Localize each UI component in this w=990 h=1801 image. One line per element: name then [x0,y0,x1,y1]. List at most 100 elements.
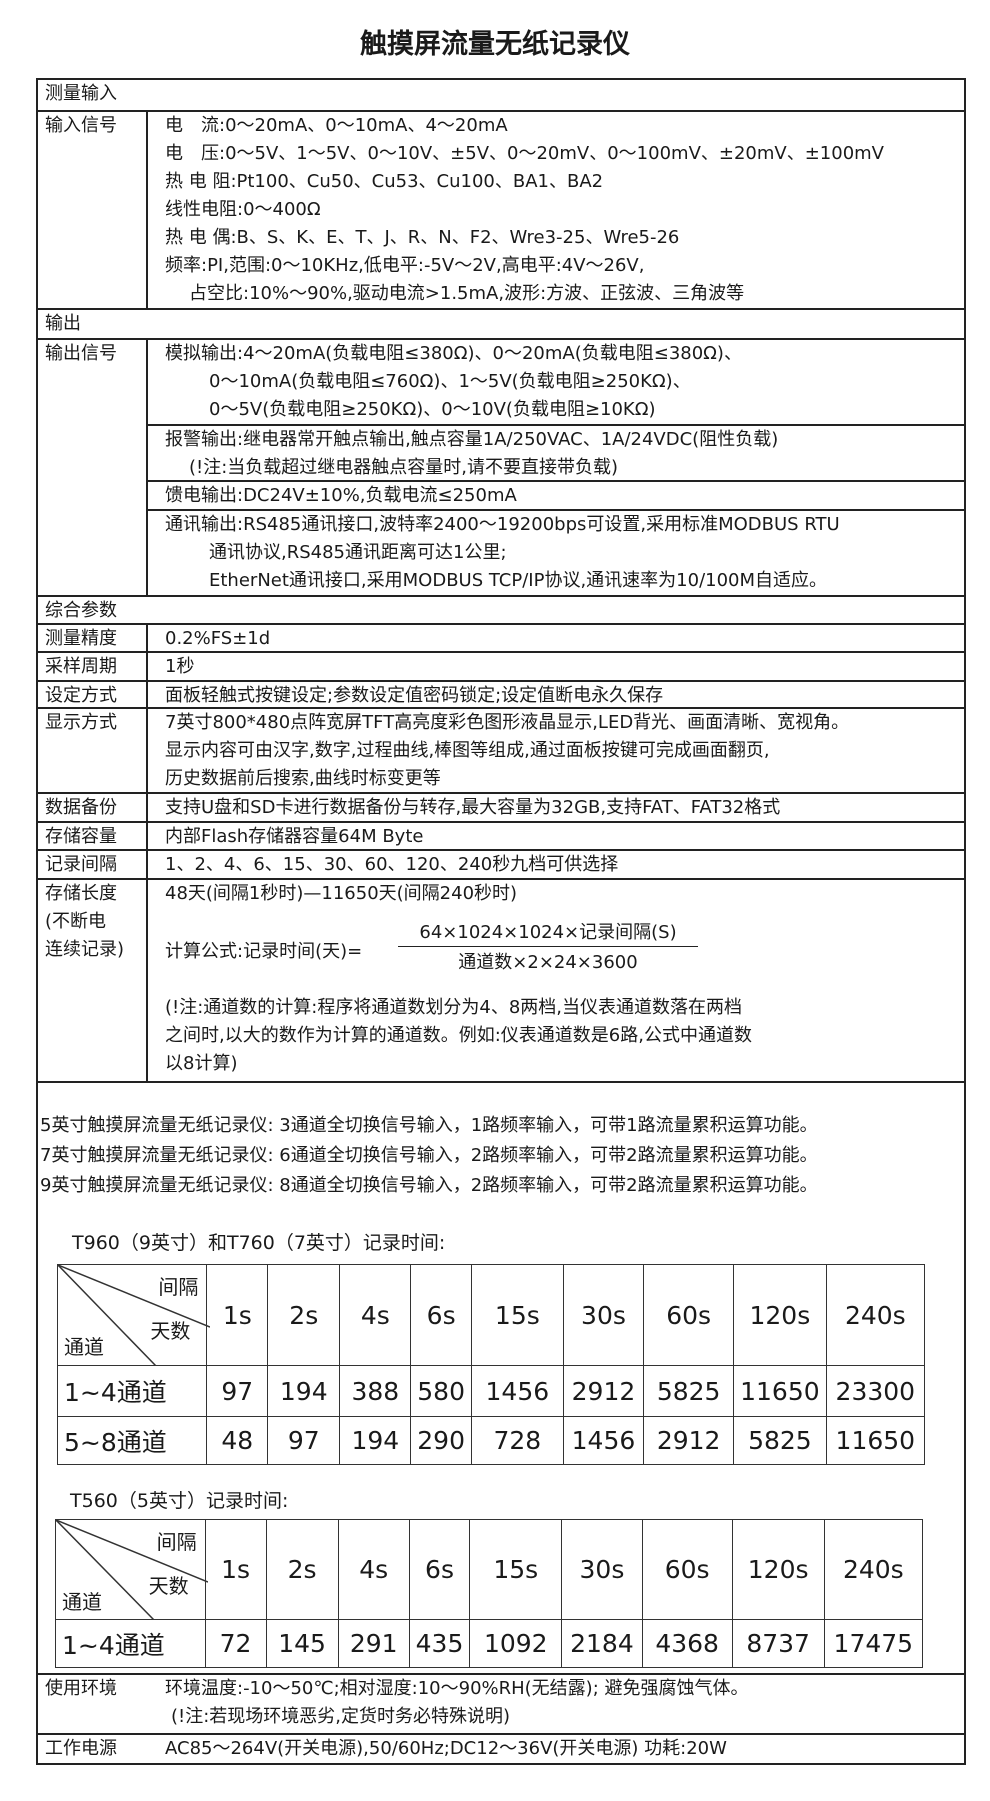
days-cell: 194 [267,1365,341,1417]
text-line: 显示内容可由汉字,数字,过程曲线,棒图等组成,通过面板按键可完成画面翻页, [165,740,770,761]
days-cell: 290 [410,1416,472,1465]
record-time-table-t960-t760: 间隔 天数 通道 1s 2s 4s 6s 15s 30s 60s 120s 24… [56,1264,926,1465]
interval-header: 4s [339,1264,412,1366]
row-label: 测量精度 [38,625,148,651]
days-cell: 97 [267,1416,341,1465]
interval-header: 2s [267,1264,341,1366]
interval-header: 4s [337,1519,410,1620]
row-input-signal: 输入信号 电 流:0～20mA、0～10mA、4～20mA 电 压:0～5V、1… [38,112,964,310]
page-title: 触摸屏流量无纸记录仪 [360,29,630,60]
row-content: 支持U盘和SD卡进行数据备份与转存,最大容量为32GB,支持FAT、FAT32格… [165,797,781,818]
row-label: 存储长度 (不断电 连续记录) [38,880,148,1081]
days-cell: 2184 [561,1619,643,1668]
row-capacity: 存储容量 内部Flash存储器容量64M Byte [38,823,964,851]
storage-range: 48天(间隔1秒时)—11650天(间隔240秒时) [165,883,518,904]
days-cell: 8737 [731,1619,825,1668]
days-cell: 728 [470,1416,564,1465]
section-output-header: 输出 [38,310,964,340]
text-line: 模拟输出:4～20mA(负载电阻≤380Ω)、0～20mA(负载电阻≤380Ω)… [165,343,742,364]
interval-header: 60s [643,1264,735,1366]
row-interval: 记录间隔 1、2、4、6、15、30、60、120、240秒九档可供选择 [38,851,964,880]
corner-cell: 间隔 天数 通道 [56,1264,210,1366]
row-content: AC85～264V(开关电源),50/60Hz;DC12～36V(开关电源) 功… [165,1738,727,1759]
table1-caption: T960（9英寸）和T760（7英寸）记录时间: [72,1232,446,1254]
days-cell: 1092 [469,1619,563,1668]
row-label: 输出信号 [38,340,148,595]
row-content: 面板轻触式按键设定;参数设定值密码锁定;设定值断电永久保存 [165,685,664,706]
spec-sheet: 测量输入 输入信号 电 流:0～20mA、0～10mA、4～20mA 电 压:0… [36,78,966,1765]
row-accuracy: 测量精度 0.2%FS±1d [38,625,964,653]
table-header-row: 间隔 天数 通道 1s 2s 4s 6s 15s 30s 60s 120s 24… [55,1519,924,1620]
text-line: EtherNet通讯接口,采用MODBUS TCP/IP协议,通讯速率为10/1… [209,570,828,591]
row-label: 设定方式 [38,682,148,707]
row-setting: 设定方式 面板轻触式按键设定;参数设定值密码锁定;设定值断电永久保存 [38,682,964,709]
text-line: 热 电 阻:Pt100、Cu50、Cu53、Cu100、BA1、BA2 [165,171,604,192]
days-cell: 11650 [733,1365,827,1417]
interval-header: 2s [265,1519,339,1620]
row-sampling: 采样周期 1秒 [38,653,964,682]
text-line: 占空比:10%～90%,驱动电流>1.5mA,波形:方波、正弦波、三角波等 [189,283,745,304]
text-line: 0～10mA(负载电阻≤760Ω)、1～5V(负载电阻≥250KΩ)、 [209,371,691,392]
channel-cell: 1~4通道 [56,1365,208,1417]
row-content: 0.2%FS±1d [165,628,271,649]
row-label: 工作电源 [45,1738,117,1759]
row-label: 数据备份 [38,794,148,821]
corner-interval: 间隔 [156,1530,197,1554]
text-line: 0～5V(负载电阻≥250KΩ)、0～10V(负载电阻≥10KΩ) [209,399,656,420]
feed-output: 馈电输出:DC24V±10%,负载电流≤250mA [148,482,964,511]
text-line: 通讯协议,RS485通讯距离可达1公里; [209,542,507,563]
text-line: 环境温度:-10～50℃;相对湿度:10～90%RH(无结露); 避免强腐蚀气体… [165,1678,749,1699]
text-line: (不断电 [45,911,107,932]
row-content: 环境温度:-10～50℃;相对湿度:10～90%RH(无结露); 避免强腐蚀气体… [148,1675,964,1733]
model-line: 9英寸触摸屏流量无纸记录仪: 8通道全切换信号输入，2路频率输入，可带2路流量累… [40,1175,818,1196]
text-line: 7英寸800*480点阵宽屏TFT高亮度彩色图形液晶显示,LED背光、画面清晰、… [165,712,850,733]
interval-header: 30s [562,1264,645,1366]
formula-denominator: 通道数×2×24×3600 [458,952,638,973]
row-label: 显示方式 [38,709,148,792]
section-general-header: 综合参数 [38,597,964,625]
table2-caption: T560（5英寸）记录时间: [70,1490,289,1512]
formula-numerator: 64×1024×1024×记录间隔(S) [398,920,698,947]
days-cell: 435 [408,1619,471,1668]
days-cell: 48 [206,1416,269,1465]
days-cell: 388 [339,1365,412,1417]
row-environment: 使用环境 环境温度:-10～50℃;相对湿度:10～90%RH(无结露); 避免… [38,1673,964,1735]
table-header-row: 间隔 天数 通道 1s 2s 4s 6s 15s 30s 60s 120s 24… [56,1264,926,1366]
row-content: 7英寸800*480点阵宽屏TFT高亮度彩色图形液晶显示,LED背光、画面清晰、… [148,709,964,792]
model-line: 5英寸触摸屏流量无纸记录仪: 3通道全切换信号输入，1路频率输入，可带1路流量累… [40,1115,818,1136]
corner-cell: 间隔 天数 通道 [55,1519,208,1620]
record-time-table-t560: 间隔 天数 通道 1s 2s 4s 6s 15s 30s 60s 120s 24… [55,1519,924,1668]
days-cell: 194 [339,1416,412,1465]
row-content: 1秒 [165,656,195,677]
row-label: 采样周期 [38,653,148,680]
row-power: 工作电源 AC85～264V(开关电源),50/60Hz;DC12～36V(开关… [38,1735,964,1765]
interval-header: 120s [731,1519,825,1620]
interval-header: 15s [470,1264,564,1366]
row-content: 48天(间隔1秒时)—11650天(间隔240秒时) 计算公式:记录时间(天)=… [148,880,964,1081]
row-content: 内部Flash存储器容量64M Byte [165,826,424,847]
interval-header: 240s [823,1519,924,1620]
section-input-header: 测量输入 [38,80,964,112]
text-line: 通讯输出:RS485通讯接口,波特率2400～19200bps可设置,采用标准M… [165,514,840,535]
formula-label: 计算公式:记录时间(天)= [165,941,363,962]
row-storage-length: 存储长度 (不断电 连续记录) 48天(间隔1秒时)—11650天(间隔240秒… [38,880,964,1083]
channel-cell: 1~4通道 [55,1619,206,1668]
interval-header: 240s [825,1264,926,1366]
days-cell: 17475 [823,1619,924,1668]
text-line: (!注:若现场环境恶劣,定货时务必特殊说明) [171,1706,511,1727]
corner-channel: 通道 [62,1590,102,1614]
analog-output: 模拟输出:4～20mA(负载电阻≤380Ω)、0～20mA(负载电阻≤380Ω)… [148,340,964,426]
interval-header: 60s [641,1519,733,1620]
text-line: 电 流:0～20mA、0～10mA、4～20mA [165,115,508,136]
table-row: 5~8通道 48 97 194 290 728 1456 2912 5825 1… [56,1416,926,1465]
text-line: 热 电 偶:B、S、K、E、T、J、R、N、F2、Wre3-25、Wre5-26 [165,227,680,248]
row-output-signal: 输出信号 模拟输出:4～20mA(负载电阻≤380Ω)、0～20mA(负载电阻≤… [38,340,964,597]
days-cell: 291 [337,1619,410,1668]
days-cell: 97 [206,1365,269,1417]
row-display: 显示方式 7英寸800*480点阵宽屏TFT高亮度彩色图形液晶显示,LED背光、… [38,709,964,794]
corner-channel: 通道 [64,1335,104,1359]
text-line: 线性电阻:0～400Ω [165,199,321,220]
corner-interval: 间隔 [158,1275,199,1299]
interval-header: 6s [410,1264,472,1366]
text-line: 电 压:0～5V、1～5V、0～10V、±5V、0～20mV、0～100mV、±… [165,143,884,164]
